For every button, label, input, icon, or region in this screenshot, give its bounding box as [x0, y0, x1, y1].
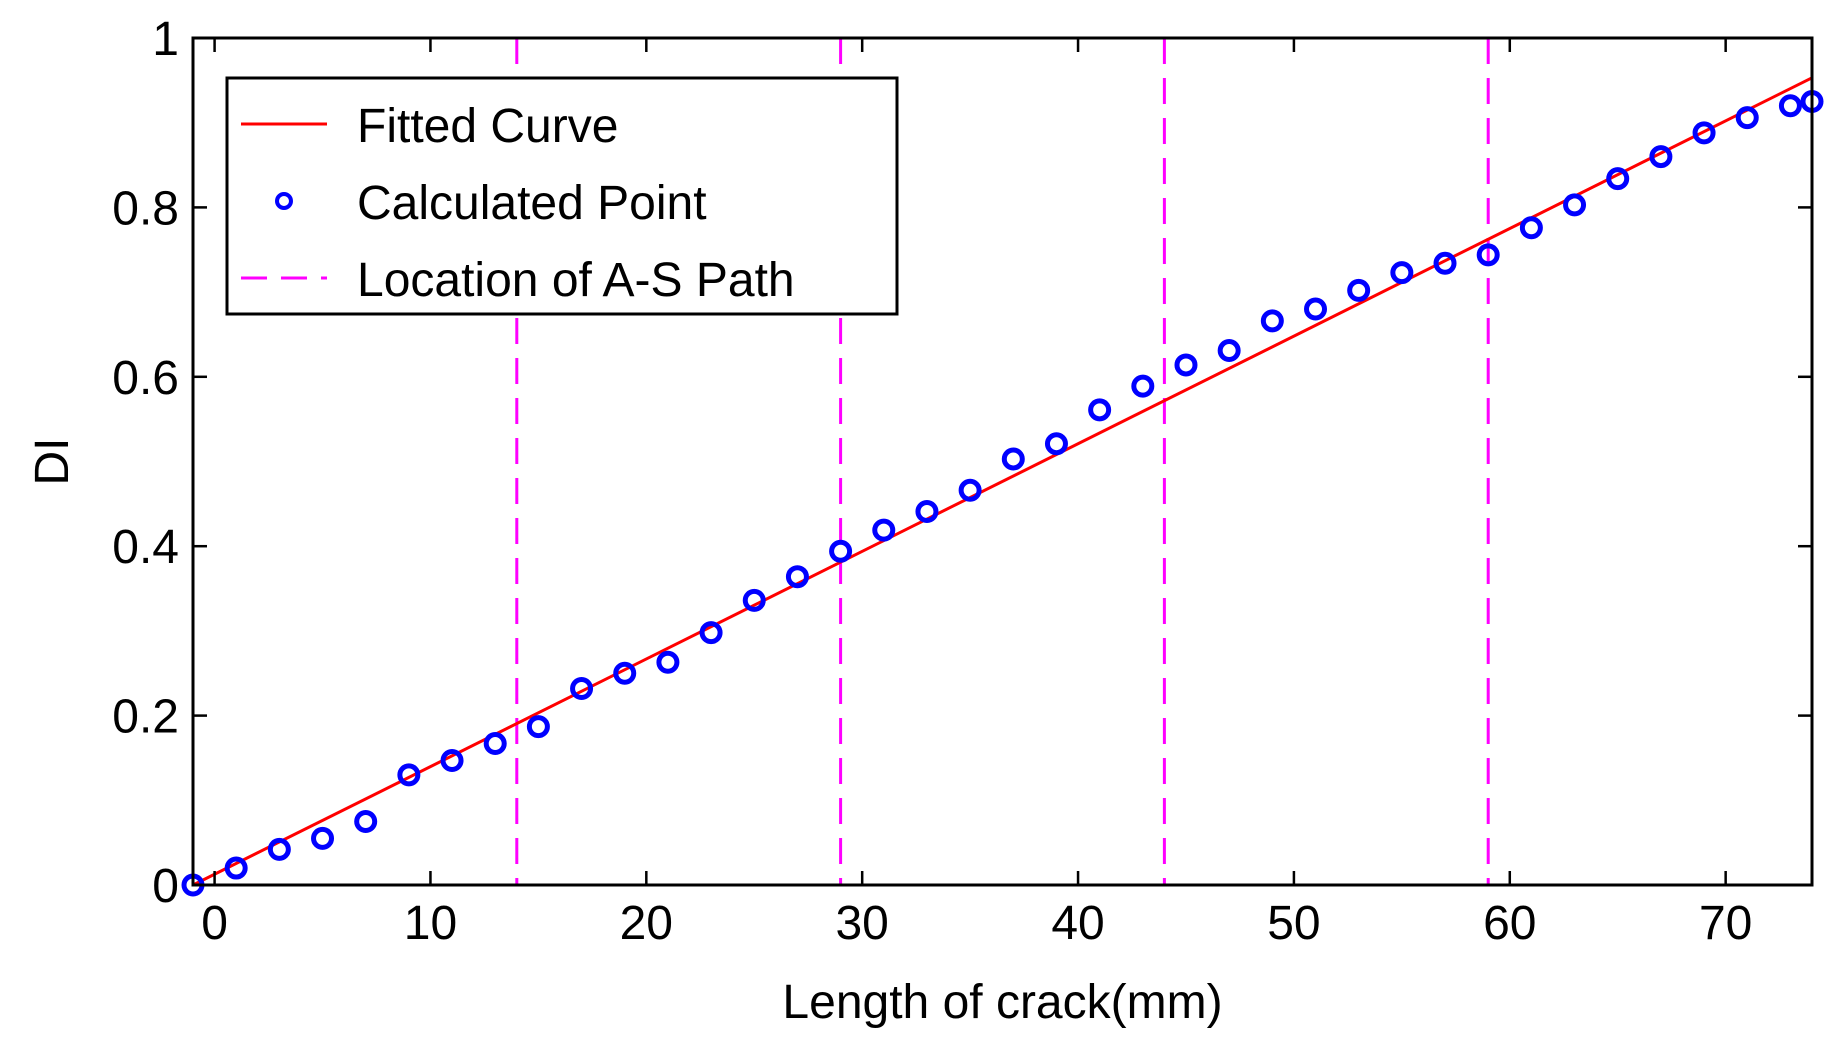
x-tick-label-5: 50: [1267, 897, 1320, 950]
y-tick-label-4: 0.8: [112, 182, 179, 235]
calculated-point-37: [1778, 94, 1802, 118]
calculated-point-14: [785, 565, 809, 589]
calculated-point-15: [829, 539, 853, 563]
plot-frame: [191, 36, 1814, 887]
y-tick-label-5: 1: [152, 13, 179, 66]
y-tick-label-0: 0: [152, 860, 179, 913]
calculated-point-34: [1649, 145, 1673, 169]
calculated-point-21: [1088, 398, 1112, 422]
calculated-point-3: [311, 826, 335, 850]
calculated-point-33: [1606, 167, 1630, 191]
y-tick-label-1: 0.2: [112, 691, 179, 744]
calculated-point-13: [742, 588, 766, 612]
calculated-point-24: [1217, 339, 1241, 363]
x-tick-label-0: 0: [201, 897, 228, 950]
calculated-point-25: [1260, 309, 1284, 333]
calculated-point-7: [483, 732, 507, 756]
calculated-point-19: [1001, 447, 1025, 471]
calculated-point-5: [397, 763, 421, 787]
calculated-point-9: [570, 676, 594, 700]
y-axis-label: DI: [26, 438, 79, 486]
x-tick-label-6: 60: [1483, 897, 1536, 950]
y-tick-label-3: 0.6: [112, 352, 179, 405]
calculated-point-11: [656, 650, 680, 674]
calculated-point-36: [1735, 106, 1759, 130]
calculated-point-28: [1390, 261, 1414, 285]
calculated-point-29: [1433, 251, 1457, 275]
calculated-point-30: [1476, 243, 1500, 267]
legend-label-fitted-curve: Fitted Curve: [357, 100, 618, 153]
calculated-point-10: [613, 661, 637, 685]
legend-label-calculated-point: Calculated Point: [357, 177, 707, 230]
calculated-point-20: [1044, 432, 1068, 456]
calculated-point-4: [354, 809, 378, 833]
calculated-point-26: [1304, 297, 1328, 321]
x-axis-label: Length of crack(mm): [782, 976, 1222, 1029]
legend-box: [225, 76, 899, 316]
x-tick-label-1: 10: [404, 897, 457, 950]
fitted-curve-line: [192, 76, 1813, 887]
calculated-point-32: [1563, 193, 1587, 217]
legend-marker-icon: [275, 192, 293, 210]
calculated-point-27: [1347, 278, 1371, 302]
calculated-point-17: [915, 499, 939, 523]
calculated-point-1: [224, 856, 248, 880]
calculated-point-35: [1692, 121, 1716, 145]
calculated-point-6: [440, 748, 464, 772]
legend-label-as-path: Location of A-S Path: [357, 254, 795, 307]
calculated-point-2: [267, 837, 291, 861]
axes: 0 10 20 30 40 50 60 70 0 0.2 0.4 0.6 0.8 1 Length of c…: [26, 13, 1814, 1029]
calculated-point-16: [872, 518, 896, 542]
x-tick-label-2: 20: [620, 897, 673, 950]
legend: Fitted Curve Calculated Point Location of …: [225, 76, 899, 316]
y-tick-label-2: 0.4: [112, 521, 179, 574]
calculated-point-8: [526, 715, 550, 739]
calculated-point-18: [958, 478, 982, 502]
x-tick-label-3: 30: [835, 897, 888, 950]
calculated-point-22: [1131, 374, 1155, 398]
x-tick-label-4: 40: [1051, 897, 1104, 950]
calculated-point-31: [1519, 216, 1543, 240]
calculated-point-23: [1174, 353, 1198, 377]
calculated-point-12: [699, 621, 723, 645]
x-tick-label-7: 70: [1699, 897, 1752, 950]
